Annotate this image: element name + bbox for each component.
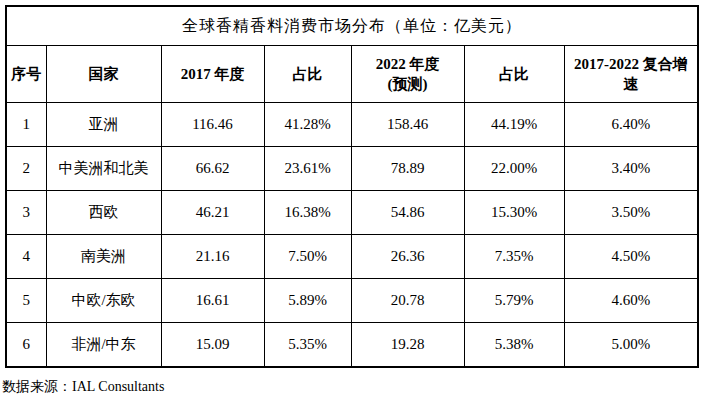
table-row: 2 中美洲和北美 66.62 23.61% 78.89 22.00% 3.40% (6, 147, 698, 191)
cell-no: 2 (6, 147, 46, 191)
cell-region: 中美洲和北美 (46, 147, 161, 191)
cell-2017-value: 116.46 (161, 103, 264, 147)
cell-2022-share: 15.30% (464, 191, 564, 235)
cell-region: 南美洲 (46, 235, 161, 279)
cell-2022-value: 54.86 (351, 191, 464, 235)
table-row: 6 非洲/中东 15.09 5.35% 19.28 5.38% 5.00% (6, 323, 698, 368)
cell-2022-value: 78.89 (351, 147, 464, 191)
header-no: 序号 (6, 46, 46, 103)
cell-2017-share: 7.50% (264, 235, 351, 279)
document-page: 全球香精香料消费市场分布（单位：亿美元） 序号 国家 2017 年度 占比 20… (0, 0, 702, 403)
table-header-row: 序号 国家 2017 年度 占比 2022 年度 (预测) 占比 2017-20… (6, 46, 698, 103)
cell-2017-value: 16.61 (161, 279, 264, 323)
cell-no: 4 (6, 235, 46, 279)
cell-2022-value: 158.46 (351, 103, 464, 147)
table-title-row: 全球香精香料消费市场分布（单位：亿美元） (6, 6, 698, 46)
cell-2017-value: 46.21 (161, 191, 264, 235)
cell-region: 西欧 (46, 191, 161, 235)
header-cagr-label: 2017-2022 复合增速 (570, 54, 692, 95)
cell-2022-share: 7.35% (464, 235, 564, 279)
cell-cagr: 3.40% (564, 147, 698, 191)
table-row: 5 中欧/东欧 16.61 5.89% 20.78 5.79% 4.60% (6, 279, 698, 323)
cell-2017-share: 5.89% (264, 279, 351, 323)
table-title: 全球香精香料消费市场分布（单位：亿美元） (6, 6, 698, 46)
header-share-2022: 占比 (464, 46, 564, 103)
table-row: 3 西欧 46.21 16.38% 54.86 15.30% 3.50% (6, 191, 698, 235)
cell-2022-share: 44.19% (464, 103, 564, 147)
cell-2022-share: 5.38% (464, 323, 564, 368)
table-row: 1 亚洲 116.46 41.28% 158.46 44.19% 6.40% (6, 103, 698, 147)
cell-2017-value: 15.09 (161, 323, 264, 368)
header-2017: 2017 年度 (161, 46, 264, 103)
cell-region: 中欧/东欧 (46, 279, 161, 323)
cell-cagr: 3.50% (564, 191, 698, 235)
cell-2017-value: 66.62 (161, 147, 264, 191)
header-cagr: 2017-2022 复合增速 (564, 46, 698, 103)
cell-cagr: 5.00% (564, 323, 698, 368)
cell-no: 3 (6, 191, 46, 235)
cell-cagr: 4.60% (564, 279, 698, 323)
header-share-2017: 占比 (264, 46, 351, 103)
header-2022-line1: 2022 年度 (354, 54, 462, 74)
cell-region: 亚洲 (46, 103, 161, 147)
cell-2017-share: 5.35% (264, 323, 351, 368)
cell-2017-share: 41.28% (264, 103, 351, 147)
cell-2017-share: 23.61% (264, 147, 351, 191)
cell-2017-value: 21.16 (161, 235, 264, 279)
cell-2022-share: 22.00% (464, 147, 564, 191)
cell-2022-value: 26.36 (351, 235, 464, 279)
cell-cagr: 6.40% (564, 103, 698, 147)
data-source-note: 数据来源：IAL Consultants (2, 378, 164, 396)
cell-2017-share: 16.38% (264, 191, 351, 235)
cell-2022-value: 20.78 (351, 279, 464, 323)
cell-no: 6 (6, 323, 46, 368)
cell-no: 1 (6, 103, 46, 147)
cell-region: 非洲/中东 (46, 323, 161, 368)
header-region: 国家 (46, 46, 161, 103)
market-distribution-table: 全球香精香料消费市场分布（单位：亿美元） 序号 国家 2017 年度 占比 20… (5, 5, 699, 368)
header-2022-line2: (预测) (354, 74, 462, 94)
cell-2022-share: 5.79% (464, 279, 564, 323)
table-row: 4 南美洲 21.16 7.50% 26.36 7.35% 4.50% (6, 235, 698, 279)
header-2022: 2022 年度 (预测) (351, 46, 464, 103)
cell-2022-value: 19.28 (351, 323, 464, 368)
cell-no: 5 (6, 279, 46, 323)
cell-cagr: 4.50% (564, 235, 698, 279)
